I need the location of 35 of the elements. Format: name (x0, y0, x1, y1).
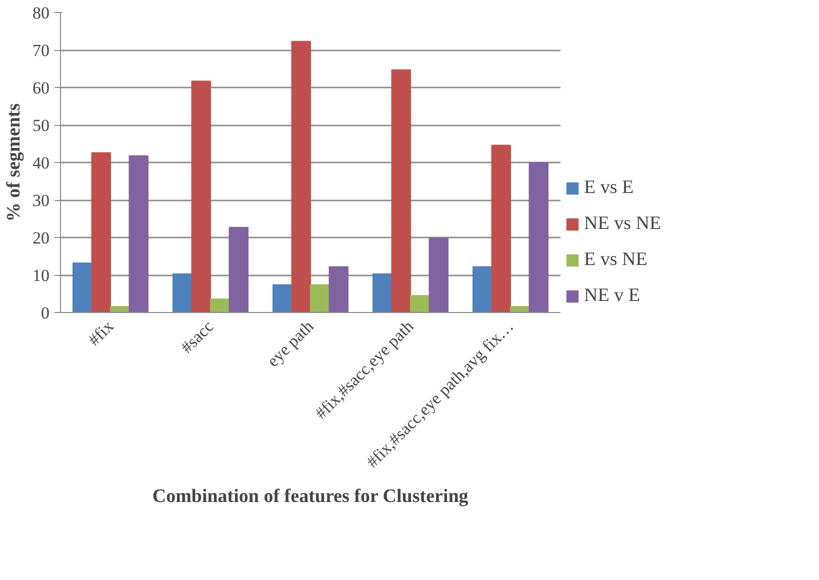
y-tick-label: 60 (32, 78, 50, 98)
bar (291, 40, 311, 312)
bar (128, 155, 148, 312)
y-tick-label: 40 (32, 154, 50, 172)
legend-label: NE vs NE (584, 213, 662, 235)
bar (472, 266, 492, 312)
bar (72, 262, 92, 312)
bar (172, 273, 192, 312)
x-tick-label: eye path (263, 316, 318, 371)
bar (491, 144, 511, 312)
y-tick-label: 70 (32, 41, 50, 60)
y-tick-label: 80 (32, 4, 50, 22)
y-tick-label: 30 (32, 191, 50, 210)
x-axis-title: Combination of features for Clustering (152, 486, 469, 508)
y-tick-label: 20 (32, 228, 50, 248)
bar (428, 238, 448, 312)
bar (328, 266, 348, 312)
x-tick-label: #fix (84, 316, 118, 350)
bar (372, 273, 392, 312)
bar (391, 69, 411, 312)
bar (91, 152, 111, 312)
legend-label: NE v E (584, 285, 640, 307)
y-axis-title: % of segments (4, 103, 24, 222)
bar (310, 284, 330, 312)
legend-label: E vs E (584, 177, 634, 199)
y-tick-label: 10 (32, 266, 50, 285)
bar (191, 80, 211, 312)
bar (528, 162, 548, 312)
y-tick-label: 0 (41, 304, 50, 322)
bar (410, 295, 430, 312)
legend-label: E vs NE (584, 249, 648, 271)
bar (228, 226, 248, 312)
y-tick-label: 50 (32, 116, 50, 135)
bar (210, 298, 230, 312)
bar (272, 284, 292, 312)
